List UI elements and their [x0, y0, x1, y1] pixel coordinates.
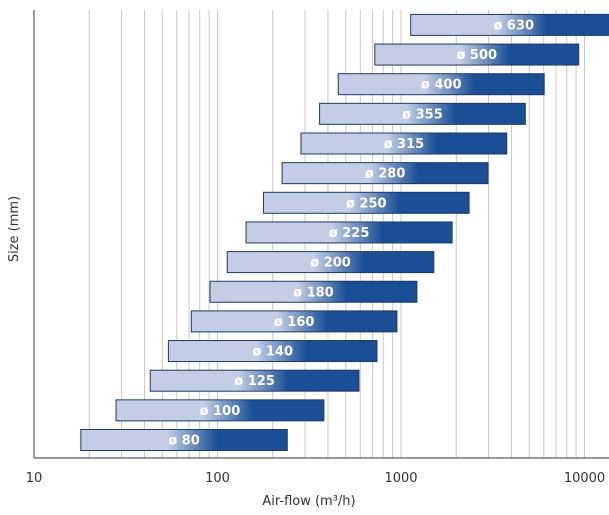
bar-group: ø 100 [115, 399, 325, 422]
bar [149, 369, 360, 392]
bar-label: ø 355 [402, 107, 443, 122]
bar-group: ø 80 [80, 429, 288, 451]
bar-label: ø 225 [329, 226, 370, 241]
bar [281, 162, 489, 185]
bar-label: ø 630 [493, 18, 534, 33]
bar-label: ø 250 [346, 196, 387, 211]
bar [262, 191, 470, 214]
bar [319, 102, 526, 125]
bar-label: ø 500 [456, 48, 497, 63]
bar-label: ø 200 [310, 256, 351, 271]
bar-label: ø 100 [200, 404, 241, 419]
bar-label: ø 315 [384, 137, 425, 152]
bar [410, 13, 609, 36]
bar [115, 399, 325, 422]
x-tick-label: 10 [26, 471, 43, 486]
bar-group: ø 140 [167, 340, 378, 363]
bar-group: ø 315 [300, 132, 508, 155]
bar-group: ø 630 [410, 13, 609, 36]
bar [80, 429, 288, 451]
bar-group: ø 250 [262, 191, 470, 214]
bar-label: ø 140 [252, 345, 293, 360]
bar-label: ø 80 [168, 434, 200, 449]
bar [245, 221, 453, 244]
bar-group: ø 125 [149, 369, 360, 392]
bar-group: ø 280 [281, 162, 489, 185]
x-axis-label: Air-flow (m³/h) [262, 494, 355, 509]
bar-group: ø 225 [245, 221, 453, 244]
x-tick-labels: 10 100 1000 10000 [26, 471, 605, 486]
bar-label: ø 125 [234, 374, 275, 389]
bar [300, 132, 508, 155]
bar-label: ø 280 [365, 167, 406, 182]
bar-group: ø 160 [190, 310, 398, 333]
bar [167, 340, 378, 363]
bar-group: ø 400 [337, 73, 545, 96]
bar [337, 73, 545, 96]
bar-label: ø 180 [293, 285, 334, 300]
bars: ø 80ø 100 ø 125 ø 140 ø 160 ø 180 ø 200 ø 225 ø… [80, 13, 609, 451]
bar [190, 310, 398, 333]
axes [33, 10, 609, 459]
bar-label: ø 160 [274, 315, 315, 330]
bar-group: ø 355 [319, 102, 526, 125]
bar [374, 43, 580, 66]
bar-group: ø 200 [226, 251, 435, 274]
x-tick-label: 10000 [564, 471, 605, 486]
bar-label: ø 400 [421, 78, 462, 93]
x-tick-label: 100 [205, 471, 230, 486]
bar-group: ø 180 [209, 280, 418, 303]
bar [226, 251, 435, 274]
y-axis-label: Size (mm) [7, 196, 22, 262]
x-tick-label: 1000 [384, 471, 417, 486]
bar-group: ø 500 [374, 43, 580, 66]
bar [209, 280, 418, 303]
